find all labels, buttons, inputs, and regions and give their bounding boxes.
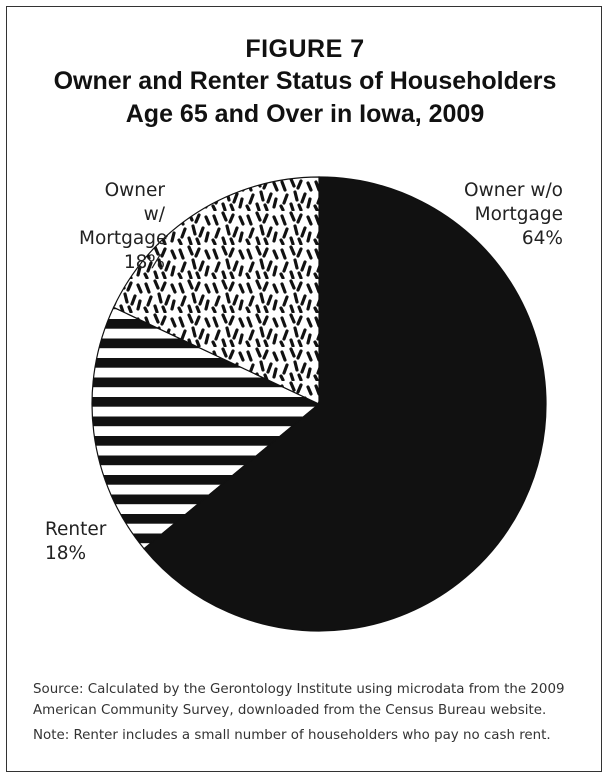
label-owner-without-mortgage-line-1: Owner w/o xyxy=(464,180,563,201)
figure-frame: FIGURE 7 Owner and Renter Status of Hous… xyxy=(6,6,602,772)
label-owner-without-mortgage-line-2: Mortgage xyxy=(474,204,563,225)
figure-label: FIGURE 7 xyxy=(245,35,365,63)
label-renter: Renter 18% xyxy=(45,518,145,566)
label-owner-with-mortgage-value: 18% xyxy=(123,252,165,273)
source-line-1: Source: Calculated by the Gerontology In… xyxy=(33,682,565,697)
pie-slice-renter xyxy=(91,306,321,550)
chart-title-line-2: Age 65 and Over in Iowa, 2009 xyxy=(125,100,485,128)
source-note: Source: Calculated by the Gerontology In… xyxy=(33,679,593,721)
label-owner-with-mortgage-line-2: Mortgage xyxy=(79,228,168,249)
chart-title-line-1: Owner and Renter Status of Householders xyxy=(53,67,557,95)
pie-slices xyxy=(91,176,547,632)
label-renter-line-1: Renter xyxy=(45,519,107,540)
label-renter-value: 18% xyxy=(45,543,87,564)
pie-chart xyxy=(91,176,547,632)
label-owner-without-mortgage-value: 64% xyxy=(521,228,563,249)
label-owner-without-mortgage: Owner w/o Mortgage 64% xyxy=(437,179,563,251)
renter-note: Note: Renter includes a small number of … xyxy=(33,728,551,743)
source-line-2: American Community Survey, downloaded fr… xyxy=(33,703,547,718)
label-owner-with-mortgage: Owner w/ Mortgage 18% xyxy=(79,179,168,275)
pie-slice-owner-w-o-mortgage xyxy=(143,176,547,632)
label-owner-with-mortgage-line-1: Owner w/ xyxy=(104,180,165,225)
pie-slice-owner-w-mortgage xyxy=(112,176,320,405)
